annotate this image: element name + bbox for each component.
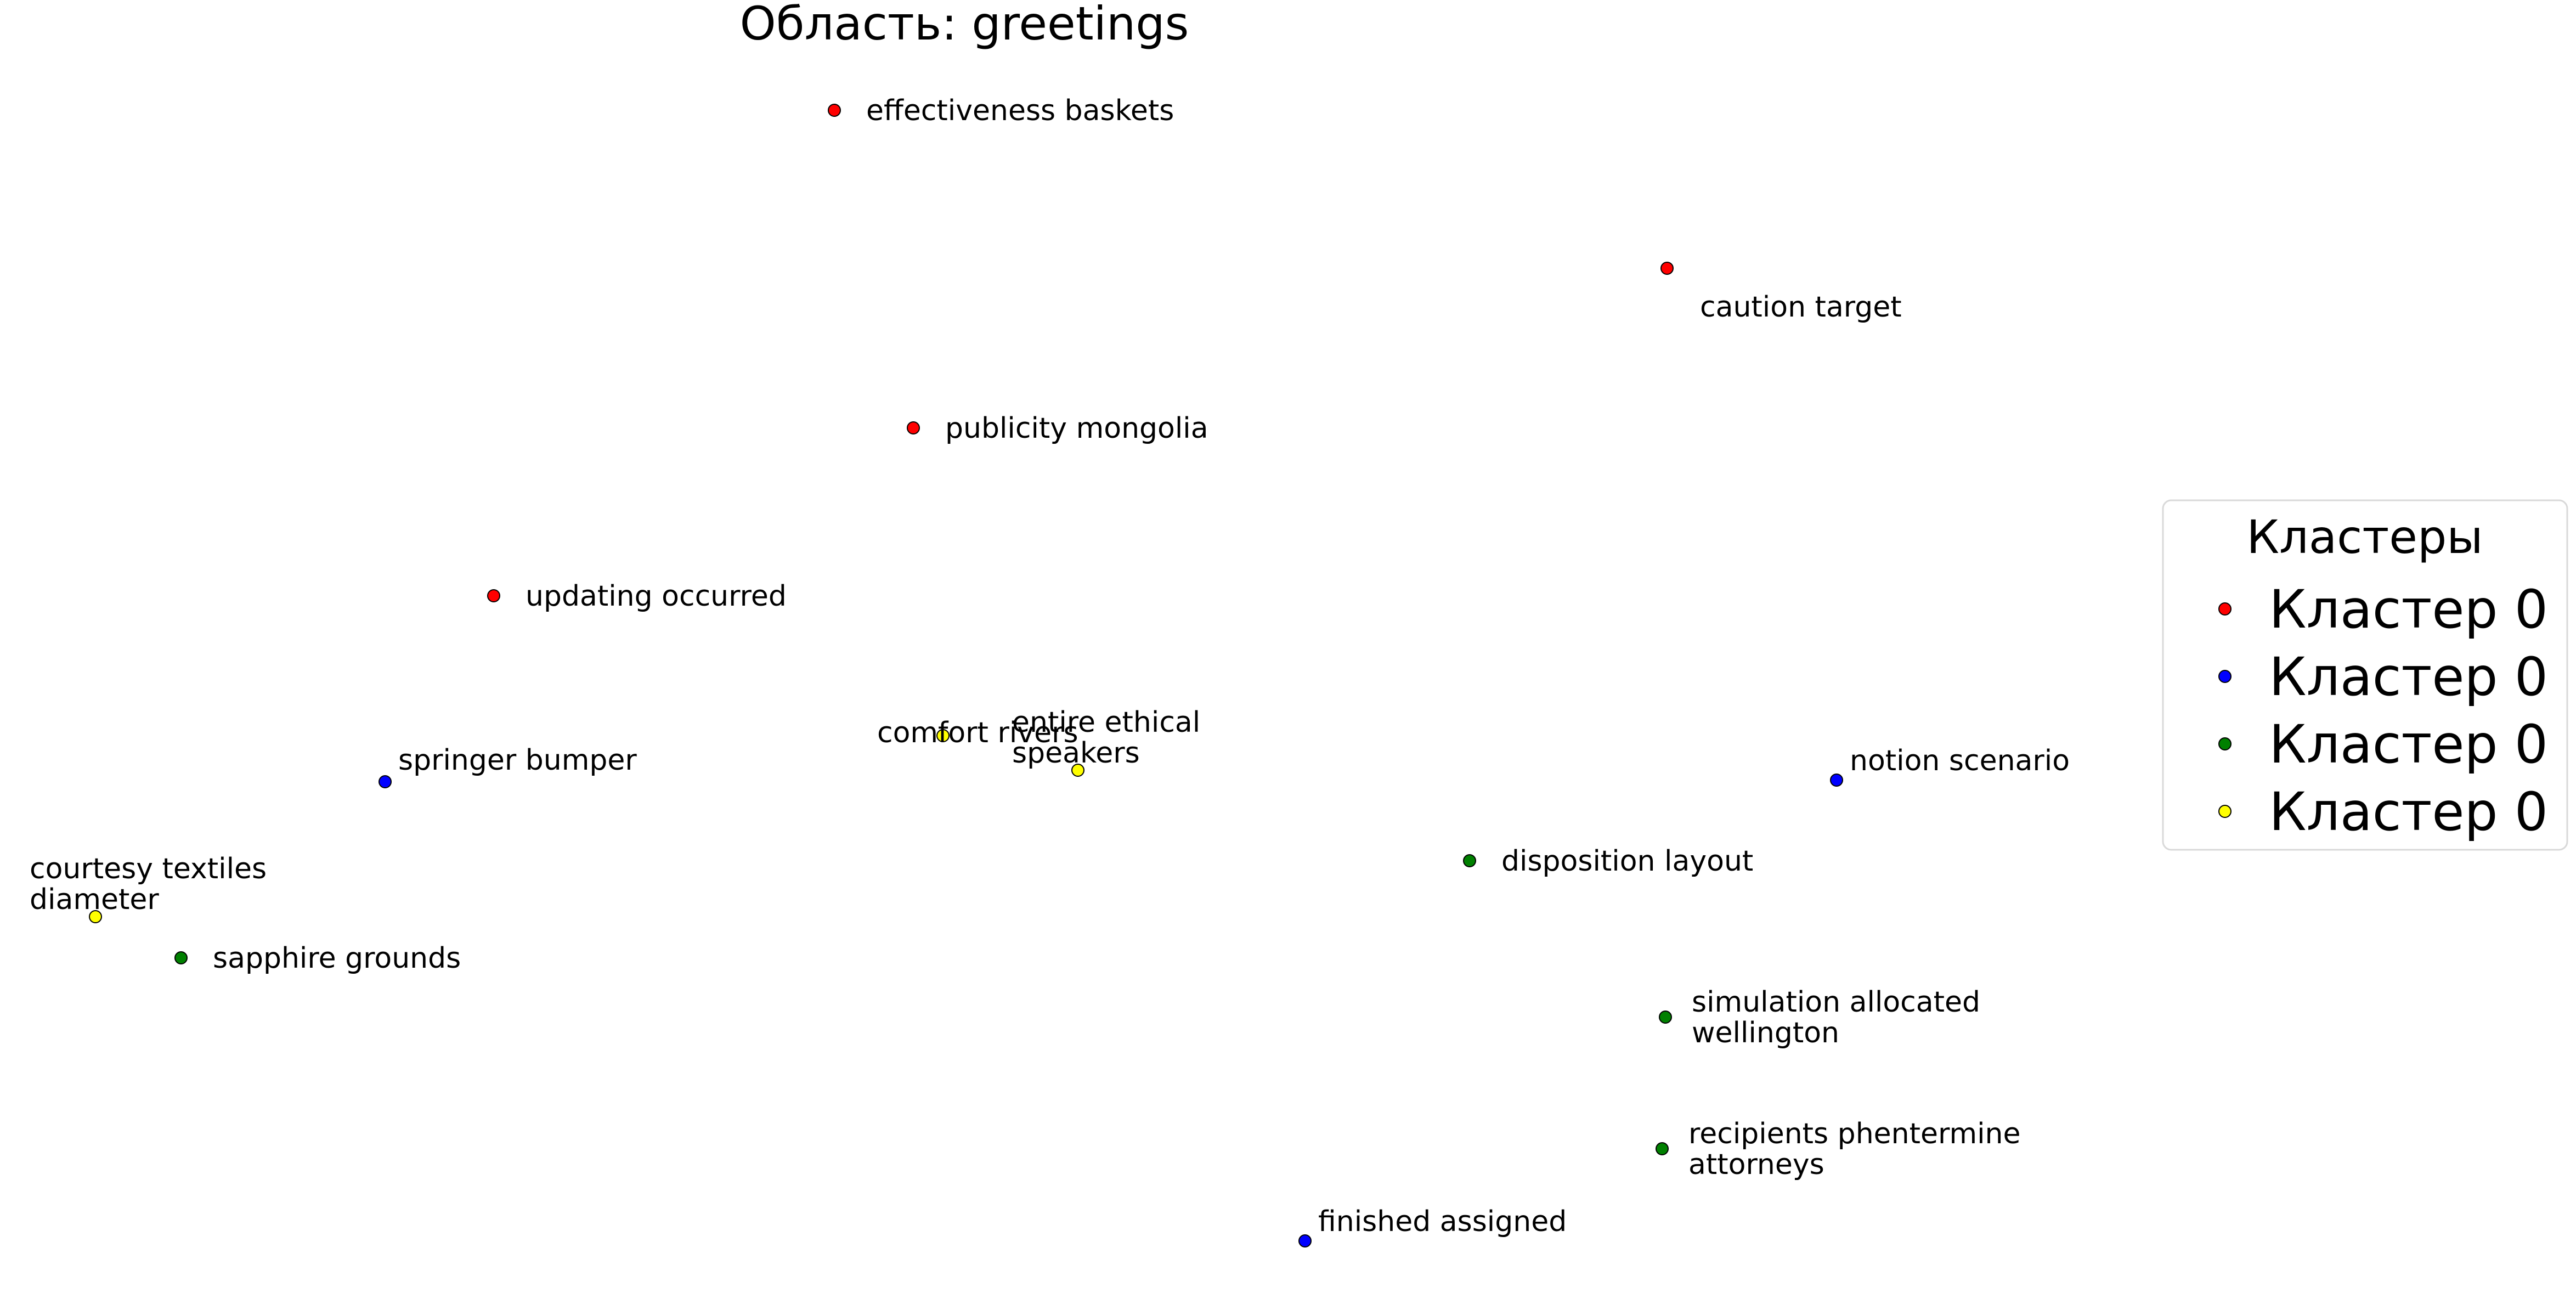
point-label: publicity mongolia	[945, 412, 1208, 445]
legend-marker	[2218, 670, 2232, 683]
legend-label: Кластер 0	[2269, 579, 2548, 640]
data-point	[936, 729, 950, 742]
point-label: springer bumper	[398, 744, 637, 777]
data-point	[487, 589, 500, 602]
data-point	[1463, 854, 1476, 867]
legend-label: Кластер 0	[2269, 646, 2548, 708]
chart-title: Область: greetings	[740, 0, 1189, 50]
legend-label: Кластер 0	[2269, 714, 2548, 775]
data-point	[1656, 1142, 1669, 1155]
legend-marker	[2218, 737, 2232, 750]
legend-marker	[2218, 805, 2232, 818]
point-label: updating occurred	[526, 580, 787, 613]
point-label: recipients phentermine attorneys	[1688, 1117, 2021, 1181]
legend-frame	[2162, 499, 2568, 851]
point-label: entire ethical speakers	[1012, 706, 1200, 770]
data-point	[1659, 1011, 1672, 1024]
points-layer: effectiveness baskets caution target publi…	[30, 94, 2070, 1247]
point-label: disposition layout	[1501, 845, 1753, 878]
point-label: comfort rivers	[877, 716, 1078, 749]
data-point	[1298, 1234, 1312, 1247]
data-point	[1071, 764, 1084, 777]
data-point	[379, 775, 392, 788]
data-point	[89, 910, 102, 923]
data-point	[174, 951, 188, 964]
data-point	[828, 104, 841, 117]
point-label: sapphire grounds	[213, 942, 461, 975]
legend-title: Кластеры	[2246, 510, 2483, 564]
data-point	[1830, 774, 1843, 787]
point-label: finished assigned	[1318, 1205, 1567, 1238]
point-label: caution target	[1700, 291, 1902, 324]
point-label: effectiveness baskets	[866, 94, 1174, 127]
data-point	[907, 421, 920, 434]
point-label: courtesy textiles diameter	[30, 853, 267, 916]
legend-label: Кластер 0	[2269, 781, 2548, 843]
point-label: notion scenario	[1850, 744, 2070, 777]
legend-marker	[2218, 602, 2232, 616]
point-label: simulation allocated wellington	[1692, 986, 1980, 1049]
data-point	[1660, 262, 1674, 275]
